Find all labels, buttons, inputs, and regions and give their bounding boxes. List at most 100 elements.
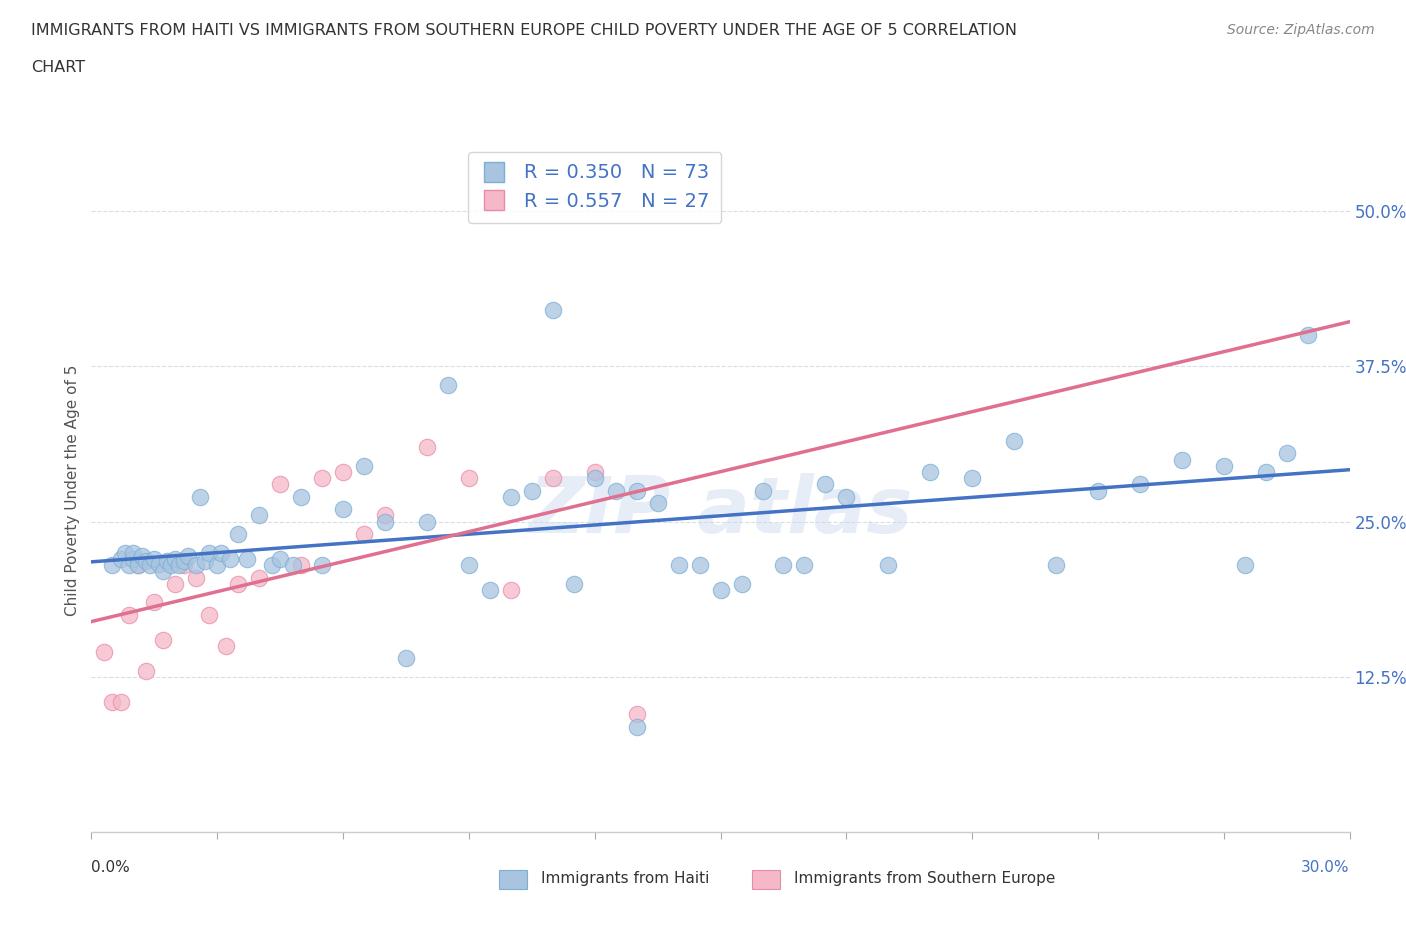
Point (190, 489, 212, 504)
Point (143, 595, 166, 610)
Point (101, 695, 124, 710)
Point (1087, 484, 1109, 498)
Point (269, 551, 291, 566)
Point (152, 564, 174, 578)
Text: Immigrants from Southern Europe: Immigrants from Southern Europe (794, 871, 1056, 886)
Point (173, 558, 195, 573)
Text: 0.0%: 0.0% (91, 860, 131, 875)
Point (626, 484, 648, 498)
Point (186, 570, 208, 585)
Point (235, 551, 257, 566)
Point (226, 526, 249, 541)
Point (605, 484, 627, 498)
Point (1254, 464, 1277, 479)
Point (160, 558, 183, 573)
Point (165, 551, 187, 566)
Point (148, 556, 170, 571)
Point (1275, 445, 1298, 460)
Point (583, 464, 606, 479)
Point (374, 514, 396, 529)
Point (668, 558, 690, 573)
Point (626, 707, 648, 722)
Point (135, 663, 157, 678)
Point (1296, 327, 1319, 342)
Point (165, 577, 187, 591)
Point (499, 582, 522, 597)
Point (218, 551, 240, 566)
Text: Source: ZipAtlas.com: Source: ZipAtlas.com (1227, 23, 1375, 37)
Text: CHART: CHART (31, 60, 84, 75)
Point (541, 471, 564, 485)
Point (169, 558, 191, 573)
Point (143, 551, 166, 566)
Point (198, 545, 221, 560)
Point (416, 514, 439, 529)
Point (416, 440, 439, 455)
Point (374, 508, 396, 523)
Point (541, 303, 564, 318)
Point (583, 471, 606, 485)
Point (835, 489, 858, 504)
Point (562, 577, 585, 591)
Point (135, 554, 157, 569)
Point (290, 558, 312, 573)
Point (1045, 558, 1067, 573)
Point (209, 545, 232, 560)
Point (877, 558, 900, 573)
Point (772, 558, 794, 573)
Point (793, 558, 815, 573)
Point (281, 558, 304, 573)
Point (247, 508, 270, 523)
Point (194, 554, 217, 569)
Text: ZIP atlas: ZIP atlas (529, 473, 912, 549)
Point (1129, 477, 1152, 492)
Legend: R = 0.350   N = 73, R = 0.557   N = 27: R = 0.350 N = 73, R = 0.557 N = 27 (468, 152, 721, 223)
Point (920, 464, 942, 479)
Point (173, 554, 195, 569)
Point (332, 502, 354, 517)
Point (186, 558, 208, 573)
Point (1002, 433, 1025, 448)
Text: Immigrants from Haiti: Immigrants from Haiti (541, 871, 710, 886)
Point (1233, 558, 1256, 573)
Point (478, 582, 501, 597)
Point (226, 577, 249, 591)
Point (730, 577, 752, 591)
Point (647, 496, 669, 511)
Point (122, 551, 145, 566)
Point (152, 632, 174, 647)
Point (127, 558, 149, 573)
Point (156, 554, 179, 569)
Point (198, 607, 221, 622)
Point (353, 458, 375, 473)
Point (311, 471, 333, 485)
Point (311, 558, 333, 573)
Point (139, 558, 162, 573)
Text: IMMIGRANTS FROM HAITI VS IMMIGRANTS FROM SOUTHERN EUROPE CHILD POVERTY UNDER THE: IMMIGRANTS FROM HAITI VS IMMIGRANTS FROM… (31, 23, 1017, 38)
Point (269, 477, 291, 492)
Point (1171, 452, 1194, 467)
Point (177, 549, 200, 564)
Point (247, 570, 270, 585)
Point (962, 471, 984, 485)
Text: 30.0%: 30.0% (1302, 860, 1350, 875)
Point (214, 639, 236, 654)
Point (626, 719, 648, 734)
Point (520, 484, 543, 498)
Point (260, 558, 283, 573)
Point (437, 378, 460, 392)
Point (114, 545, 136, 560)
Point (1213, 458, 1236, 473)
Point (814, 477, 837, 492)
Point (751, 484, 773, 498)
Point (499, 489, 522, 504)
Point (131, 549, 153, 564)
Point (122, 545, 145, 560)
Point (395, 651, 418, 666)
Point (353, 526, 375, 541)
Point (689, 558, 711, 573)
Point (110, 695, 132, 710)
Point (118, 558, 141, 573)
Point (101, 558, 124, 573)
Point (127, 558, 149, 573)
